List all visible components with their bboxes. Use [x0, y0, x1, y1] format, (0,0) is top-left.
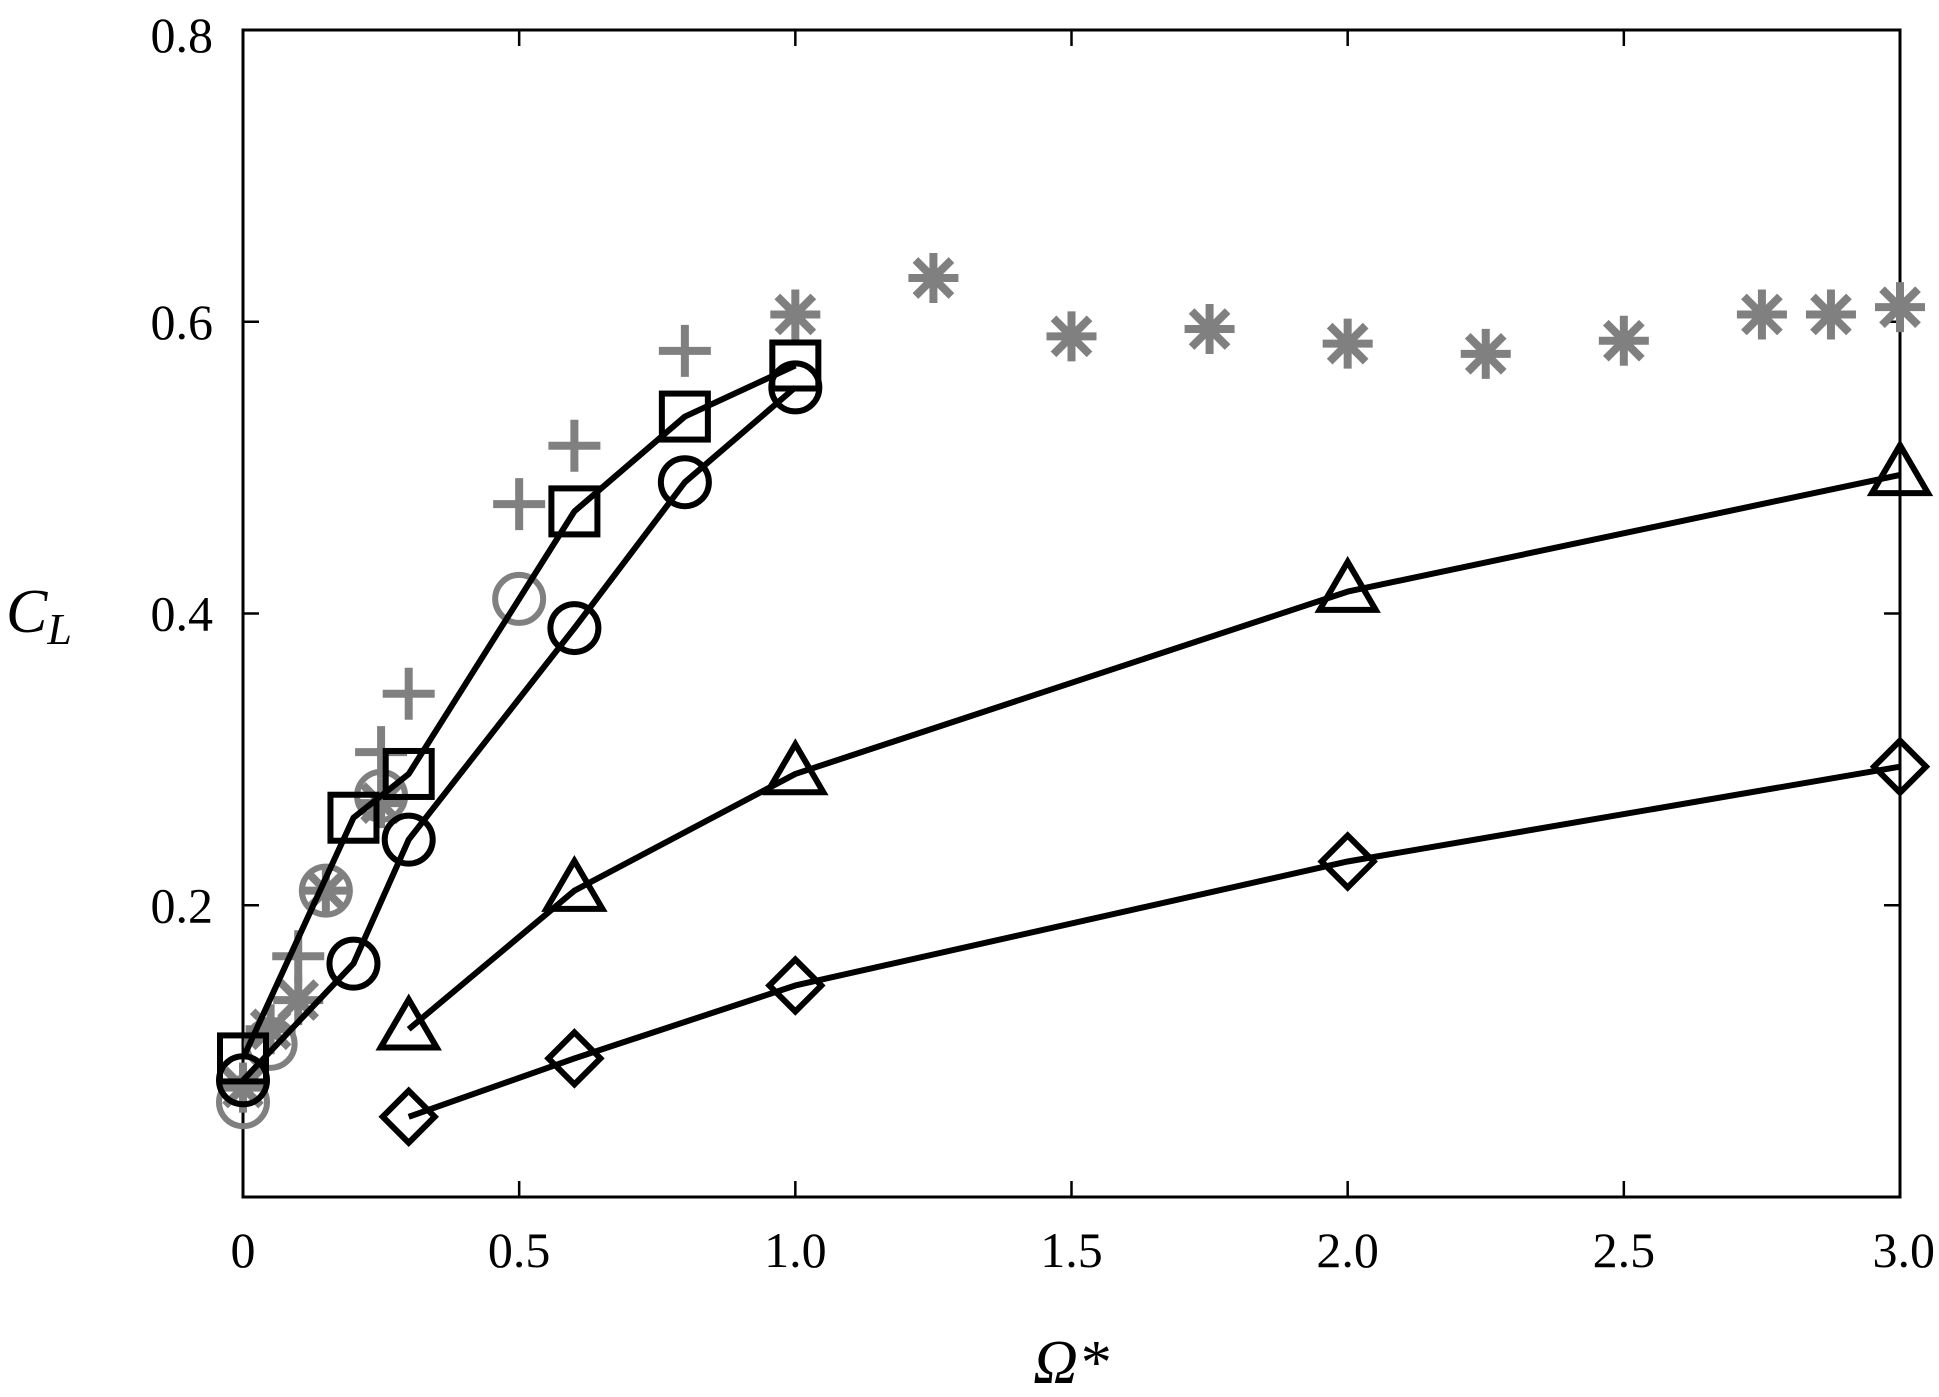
triangle-marker [1314, 555, 1381, 613]
diamond-marker [378, 1086, 439, 1148]
diamond-marker [1317, 831, 1378, 892]
square-marker [382, 747, 435, 800]
circle-marker [547, 601, 602, 656]
diamond-marker [765, 955, 826, 1016]
asterisk-stroke [1810, 293, 1852, 336]
plus-marker [658, 324, 711, 377]
y-axis-title-subscript: L [46, 605, 71, 654]
asterisk-stroke [912, 257, 955, 299]
x-axis-title: Ω* [1033, 1329, 1109, 1397]
asterisk-stroke [1188, 308, 1231, 350]
y-tick-label: 0.4 [151, 586, 214, 642]
asterisk-marker [1805, 289, 1856, 340]
asterisk-stroke [774, 293, 817, 336]
y-tick-label: 0.8 [151, 7, 214, 63]
circle-marker [381, 812, 436, 867]
asterisk-stroke [1464, 333, 1507, 375]
triangle-marker [1866, 439, 1934, 497]
asterisk-marker [1460, 328, 1511, 379]
y-tick-label: 0.2 [151, 877, 214, 933]
asterisk-marker [1598, 315, 1649, 366]
asterisk-marker [1322, 318, 1373, 369]
plus-marker [493, 478, 546, 531]
asterisk-stroke [1603, 319, 1645, 362]
asterisk-stroke [277, 979, 320, 1021]
square-marker [548, 485, 601, 538]
triangle-marker [375, 993, 442, 1051]
asterisk-stroke [1326, 322, 1369, 365]
circle-marker [326, 936, 381, 991]
asterisk-stroke [1050, 315, 1093, 358]
asterisk-marker [1875, 282, 1925, 333]
x-tick-label: 0 [231, 1222, 256, 1278]
series-line-triangle [406, 471, 1901, 1032]
plus-marker [548, 419, 601, 472]
series-triangle [375, 439, 1934, 1051]
tick-labels: 0 0.5 1.0 1.5 2.0 2.5 3.0 0.2 0.4 0.6 0.8 [151, 7, 1936, 1278]
x-tick-label: 2.5 [1593, 1222, 1656, 1278]
series-line-square [240, 362, 797, 1060]
asterisk-marker [770, 289, 821, 340]
y-tick-label: 0.6 [151, 294, 214, 350]
circle-marker [768, 360, 823, 415]
series-line-diamond [407, 763, 1901, 1120]
y-axis-title: CL [6, 578, 72, 654]
asterisk-marker [1184, 304, 1235, 355]
series-diamond [378, 736, 1931, 1148]
triangle-marker [541, 854, 608, 912]
axis-ticks [243, 30, 1900, 1197]
series-square [217, 339, 822, 1085]
x-tick-label: 2.0 [1316, 1222, 1379, 1278]
asterisk-marker [908, 252, 959, 303]
circle-open-marker [298, 863, 353, 918]
plot-frame [241, 28, 1902, 1199]
x-tick-label: 1.0 [764, 1222, 827, 1278]
circle-marker [657, 455, 712, 510]
asterisk-stroke [1741, 293, 1783, 336]
x-tick-label: 1.5 [1040, 1222, 1103, 1278]
x-tick-label: 0.5 [488, 1222, 551, 1278]
plus-marker [382, 667, 435, 720]
diamond-marker [1869, 736, 1931, 797]
x-tick-label: 3.0 [1873, 1222, 1936, 1278]
diamond-marker [544, 1028, 605, 1089]
square-marker [327, 791, 380, 844]
asterisk-stroke [1879, 286, 1921, 328]
circle-marker [216, 1053, 270, 1108]
circle-open-marker [492, 571, 547, 626]
y-axis-title-main: C [6, 578, 48, 646]
asterisk-marker [1046, 311, 1097, 362]
data-series [216, 252, 1934, 1148]
square-marker [658, 390, 711, 443]
series-circle [216, 360, 823, 1108]
asterisk-marker [1736, 289, 1787, 340]
triangle-marker [762, 738, 829, 796]
